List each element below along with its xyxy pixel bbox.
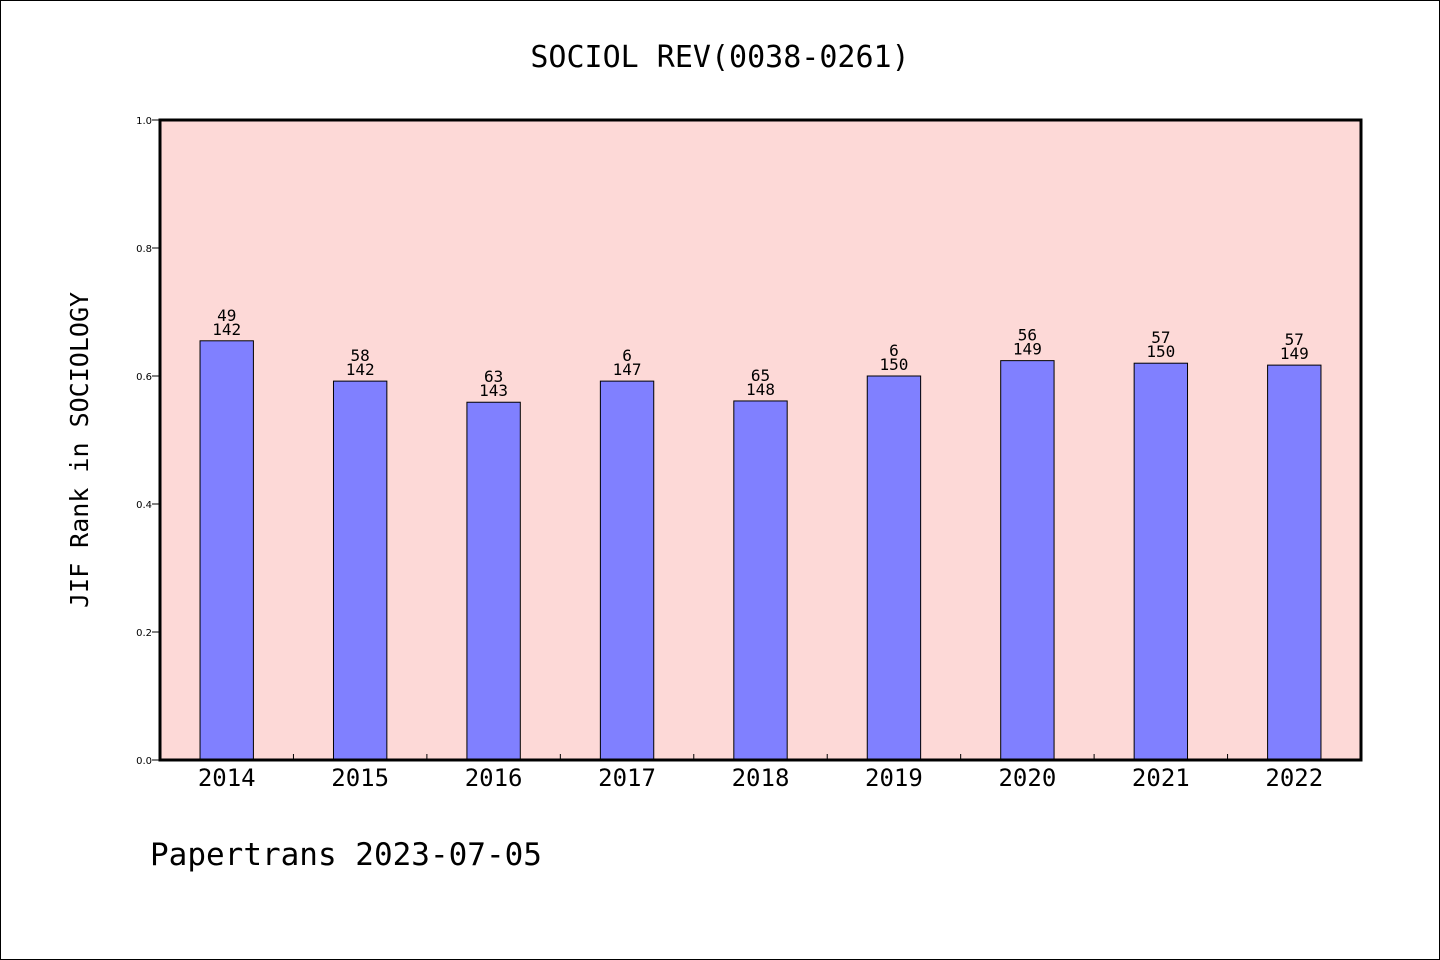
bar-total-label: 147: [613, 360, 642, 379]
y-tick-label: 1.0: [136, 116, 152, 127]
bar-2020: [1000, 360, 1055, 761]
y-tick-label: 0.2: [136, 628, 152, 639]
footer-credit: Papertrans 2023-07-05: [150, 837, 542, 873]
bar-total-label: 149: [1280, 344, 1309, 363]
y-tick-label: 0.4: [136, 500, 152, 511]
bar-total-label: 150: [1146, 342, 1175, 361]
bar-total-label: 148: [746, 380, 775, 399]
x-tick-label: 2016: [465, 764, 523, 792]
y-axis-label: JIF Rank in SOCIOLOGY: [65, 292, 94, 608]
bar-rank-label: 57: [1285, 330, 1304, 349]
x-tick-label: 2019: [865, 764, 923, 792]
x-tick-label: 2014: [198, 764, 256, 792]
bar-rank-label: 57: [1151, 328, 1170, 347]
y-tick-label: 0.6: [136, 372, 152, 383]
plot-border: [158, 118, 1363, 762]
bar-rank-label: 6: [889, 341, 899, 360]
bar-2019: [866, 375, 922, 761]
bar-2021: [1133, 362, 1189, 761]
x-tick-label: 2020: [998, 764, 1056, 792]
bar-rank-label: 58: [351, 346, 370, 365]
x-tick-label: 2021: [1132, 764, 1190, 792]
x-tick-label: 2022: [1265, 764, 1323, 792]
x-tick-label: 2017: [598, 764, 656, 792]
bar-2017: [599, 380, 655, 761]
bar-2018: [733, 400, 788, 761]
bar-rank-label: 56: [1018, 326, 1037, 345]
bar-total-label: 142: [212, 320, 241, 339]
x-tick-label: 2015: [331, 764, 389, 792]
bar-total-label: 143: [479, 381, 508, 400]
bar-rank-label: 65: [751, 366, 770, 385]
bar-total-label: 149: [1013, 340, 1042, 359]
bar-2014: [199, 340, 254, 761]
chart-title: SOCIOL REV(0038-0261): [530, 40, 909, 75]
bar-rank-label: 49: [217, 306, 236, 325]
bar-2016: [466, 401, 521, 761]
y-tick-label: 0.8: [136, 244, 152, 255]
bar-2015: [332, 380, 388, 761]
bar-total-label: 150: [879, 355, 908, 374]
bar-rank-label: 6: [622, 346, 632, 365]
bar-rank-label: 63: [484, 367, 503, 386]
y-axis-ticks: 0.0 0.2 0.4 0.6 0.8 1.0: [136, 116, 160, 767]
y-tick-label: 0.0: [136, 756, 152, 767]
x-tick-label: 2018: [732, 764, 790, 792]
bars: [199, 340, 1322, 761]
x-axis-ticks: 2014 2015 2016 2017 2018 2019 2020 2021 2022: [198, 754, 1323, 792]
bar-total-label: 142: [346, 360, 375, 379]
bar-2022: [1267, 364, 1322, 761]
